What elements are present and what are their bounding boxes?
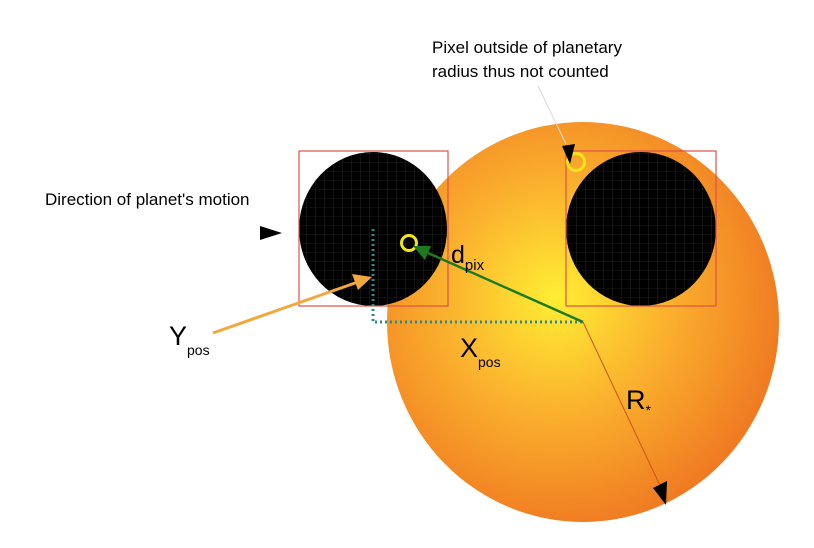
radius-label-sub: *	[646, 402, 652, 418]
left-planet	[298, 150, 449, 307]
pixel-note-line2: radius thus not counted	[432, 62, 609, 81]
pixel-note-line1: Pixel outside of planetary	[432, 38, 622, 57]
dpix-label: dpix	[451, 241, 485, 274]
ypos-arrow	[212, 274, 372, 335]
right-pixel-box	[565, 150, 717, 307]
ypos-label: Ypos	[169, 321, 210, 358]
xpos-label-sub: pos	[478, 354, 501, 370]
triangle-arrowhead-icon	[653, 481, 667, 505]
right-planet	[565, 150, 717, 307]
triangle-arrowhead-icon	[562, 144, 575, 164]
ypos-label-sub: pos	[187, 342, 210, 358]
xpos-label: Xpos	[460, 333, 501, 370]
radius-label-main: R	[626, 385, 646, 415]
ring-icon	[400, 234, 418, 252]
dpix-label-sub: pix	[465, 257, 485, 274]
direction-label: Direction of planet's motion	[45, 190, 250, 209]
note-pointer-line	[537, 85, 567, 145]
triangle-arrowhead-icon	[260, 226, 282, 240]
ring-icon	[566, 152, 586, 172]
radius-label: R*	[626, 385, 652, 418]
radius-line	[582, 321, 665, 495]
position-dotted-path	[371, 229, 583, 324]
dpix-arrow	[413, 246, 584, 324]
xpos-label-main: X	[460, 333, 478, 363]
dpix-label-main: d	[451, 241, 465, 269]
ypos-label-main: Y	[169, 321, 187, 351]
